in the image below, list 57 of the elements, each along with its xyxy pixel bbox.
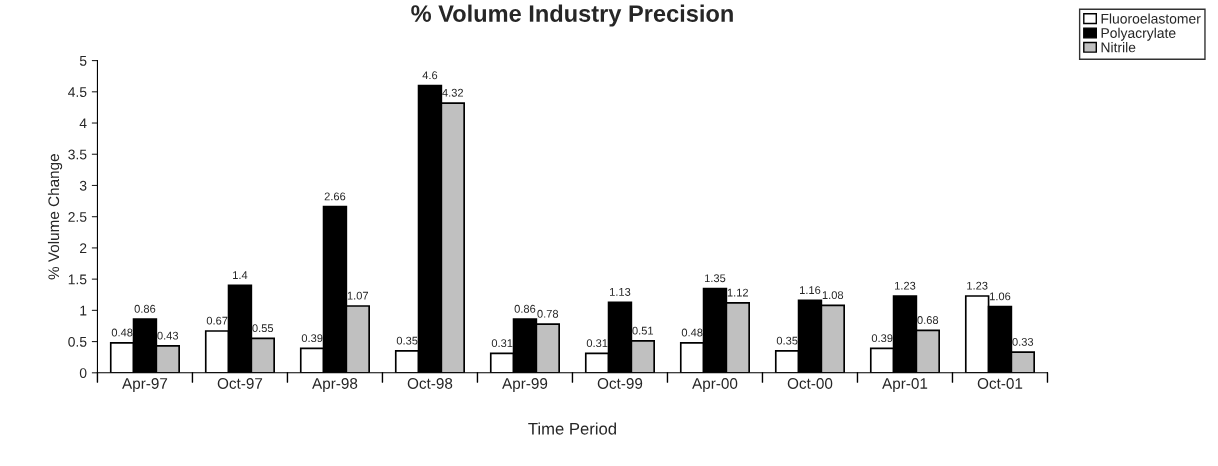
data-label: 0.35 — [776, 336, 798, 345]
y-axis-title: % Volume Change — [47, 154, 63, 280]
y-tick-label: 3 — [79, 180, 87, 191]
data-label: 0.35 — [396, 336, 418, 345]
legend-label: Fluoroelastomer — [1101, 13, 1201, 24]
legend-label: Nitrile — [1101, 42, 1136, 53]
x-tick-label: Apr-97 — [122, 378, 168, 392]
data-label: 0.31 — [586, 339, 608, 348]
data-label: 1.23 — [895, 281, 916, 290]
data-label: 0.33 — [1012, 337, 1034, 346]
data-label: 1.23 — [967, 281, 988, 290]
x-tick-label: Oct-97 — [217, 378, 263, 389]
data-label: 0.78 — [537, 309, 559, 318]
data-label: 4.6 — [422, 71, 438, 80]
data-label: 1.35 — [705, 274, 726, 283]
legend-label: Polyacrylate — [1101, 27, 1176, 41]
data-label: 0.86 — [514, 304, 536, 313]
chart-title: % Volume Industry Precision — [411, 4, 733, 27]
data-label: 0.39 — [871, 334, 893, 343]
y-tick-label: 4.5 — [68, 87, 87, 97]
y-tick-label: 3.5 — [68, 149, 87, 160]
y-tick-label: 0.5 — [68, 336, 87, 347]
data-label: 0.31 — [491, 339, 513, 348]
data-label: 1.07 — [347, 291, 369, 300]
y-tick-label: 1 — [80, 305, 87, 316]
y-tick-label: 5 — [79, 56, 87, 66]
data-label: 0.48 — [681, 328, 703, 337]
data-label: 0.43 — [157, 331, 179, 340]
x-tick-label: Oct-99 — [597, 378, 643, 389]
y-tick-label: 2 — [80, 243, 87, 253]
x-axis-title: Time Period — [528, 422, 616, 435]
x-tick-label: Oct-00 — [787, 378, 833, 389]
x-tick-label: Apr-00 — [692, 378, 738, 392]
data-label: 0.48 — [111, 328, 133, 337]
x-tick-label: Oct-98 — [407, 378, 453, 389]
x-tick-label: Oct-01 — [977, 378, 1023, 389]
data-label: 1.4 — [233, 271, 248, 279]
y-tick-label: 0 — [79, 368, 87, 378]
data-label: 1.06 — [990, 292, 1011, 301]
data-label: 1.08 — [822, 291, 844, 299]
data-label: 0.39 — [301, 334, 323, 343]
x-tick-label: Apr-01 — [882, 378, 928, 392]
data-label: 0.86 — [134, 304, 156, 313]
data-label: 0.51 — [632, 326, 654, 335]
data-label: 4.32 — [442, 88, 464, 97]
x-tick-label: Apr-98 — [312, 378, 358, 392]
y-tick-label: 2.5 — [68, 212, 87, 222]
x-tick-label: Apr-99 — [502, 378, 548, 392]
data-label: 1.13 — [610, 288, 631, 296]
data-label: 0.55 — [252, 324, 274, 333]
data-label: 0.67 — [206, 316, 228, 325]
data-label: 1.16 — [800, 286, 821, 294]
data-label: 2.66 — [324, 192, 346, 201]
y-tick-label: 1.5 — [68, 274, 87, 285]
data-label: 1.12 — [727, 288, 749, 297]
data-label: 0.68 — [917, 316, 939, 324]
y-tick-label: 4 — [79, 118, 87, 129]
